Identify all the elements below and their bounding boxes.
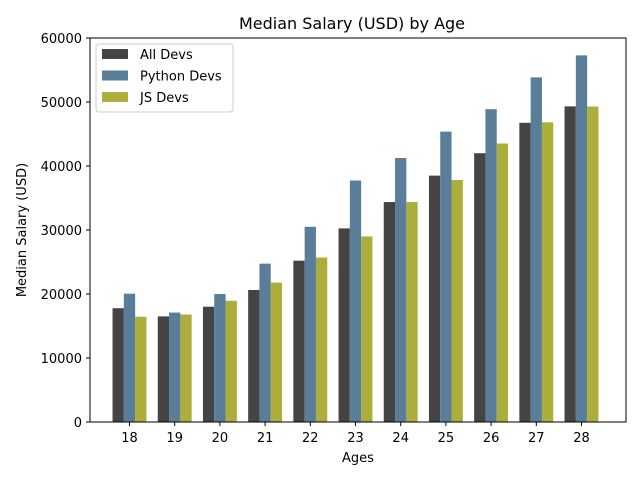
bar-js-devs-26 (496, 143, 509, 422)
bar-python-devs-23 (349, 180, 362, 422)
axes-layer: 18 19 20 21 22 23 24 25 26 27 28 0 10000 20000 30000 40… (41, 32, 627, 446)
chart-title: Median Salary (USD) by Age (239, 14, 465, 33)
bar-all-devs-28 (564, 106, 576, 422)
x-tick-label-21: 21 (257, 431, 274, 446)
bar-js-devs-23 (361, 236, 373, 422)
legend-swatch-all-devs (102, 49, 128, 59)
y-tick-label-10000: 10000 (41, 352, 82, 367)
legend-swatch-python-devs (102, 70, 128, 81)
bar-python-devs-20 (214, 294, 226, 422)
bar-all-devs-27 (519, 122, 531, 422)
bar-all-devs-24 (383, 202, 396, 422)
y-tick-label-60000: 60000 (41, 32, 82, 47)
bar-js-devs-22 (315, 257, 328, 422)
x-tick-label-19: 19 (166, 431, 183, 446)
bar-python-devs-28 (575, 55, 588, 423)
bar-python-devs-25 (440, 131, 452, 422)
legend-label-python-devs: Python Devs (140, 70, 222, 85)
bar-js-devs-19 (180, 314, 192, 422)
bars-layer (112, 55, 599, 423)
x-tick-label-20: 20 (212, 431, 229, 446)
bar-python-devs-19 (169, 312, 181, 422)
x-tick-label-24: 24 (392, 431, 409, 446)
bar-all-devs-19 (157, 316, 170, 422)
x-tick-label-25: 25 (438, 431, 455, 446)
y-tick-label-50000: 50000 (41, 96, 82, 111)
bar-all-devs-20 (202, 306, 215, 422)
bar-all-devs-21 (248, 289, 260, 422)
bar-all-devs-25 (428, 175, 441, 422)
bar-js-devs-28 (587, 106, 599, 423)
bar-python-devs-21 (259, 263, 271, 422)
bar-js-devs-21 (270, 282, 283, 422)
bar-python-devs-22 (304, 226, 316, 422)
bar-python-devs-27 (530, 77, 542, 423)
x-axis-title: Ages (342, 451, 374, 466)
x-tick-label-28: 28 (573, 431, 590, 446)
x-tick-label-26: 26 (483, 431, 500, 446)
bar-all-devs-22 (293, 260, 305, 422)
bar-js-devs-18 (135, 316, 147, 422)
x-tick-label-27: 27 (528, 431, 545, 446)
x-tick-label-18: 18 (121, 431, 138, 446)
y-tick-label-20000: 20000 (41, 288, 82, 303)
y-tick-label-30000: 30000 (41, 224, 82, 239)
x-tick-label-23: 23 (347, 431, 364, 446)
x-tick-label-22: 22 (302, 431, 319, 446)
y-axis-title: Median Salary (USD) (15, 163, 30, 297)
bar-js-devs-24 (406, 202, 418, 422)
legend-swatch-js-devs (102, 92, 128, 102)
legend-box (95, 43, 234, 113)
legend: All Devs Python Devs JS Devs (95, 43, 234, 113)
bar-all-devs-26 (474, 153, 486, 422)
bar-js-devs-27 (541, 122, 554, 422)
bar-all-devs-18 (112, 308, 124, 422)
y-tick-label-40000: 40000 (41, 160, 82, 175)
bar-all-devs-23 (338, 228, 350, 422)
y-tick-label-0: 0 (74, 416, 82, 431)
bar-js-devs-25 (451, 180, 463, 422)
bar-js-devs-20 (225, 300, 237, 422)
legend-label-all-devs: All Devs (140, 48, 193, 63)
bar-python-devs-18 (123, 293, 136, 422)
bar-python-devs-26 (485, 109, 497, 422)
bar-python-devs-24 (395, 158, 407, 422)
legend-label-js-devs: JS Devs (139, 91, 189, 106)
